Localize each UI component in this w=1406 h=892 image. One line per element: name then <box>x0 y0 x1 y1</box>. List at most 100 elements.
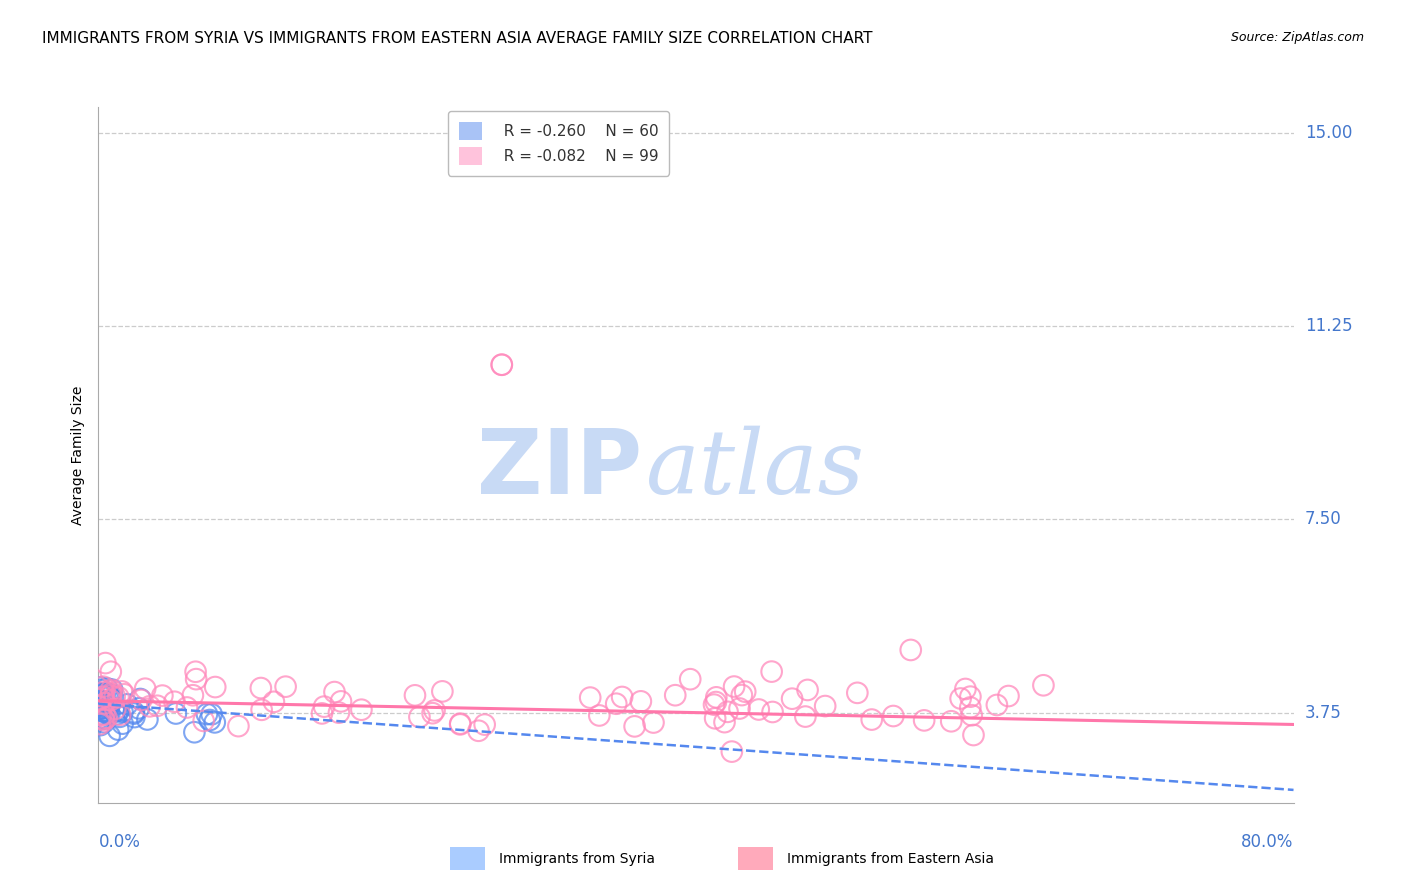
Point <box>955 681 977 696</box>
Point <box>90 708 112 723</box>
Point <box>89 697 111 711</box>
Point <box>94 695 117 709</box>
Point <box>97 706 120 721</box>
Point <box>89 681 111 695</box>
Point <box>328 706 350 720</box>
Text: atlas: atlas <box>645 425 865 512</box>
Point <box>90 702 112 716</box>
Point <box>93 712 115 726</box>
Point <box>89 694 111 708</box>
Point <box>721 745 744 759</box>
Point <box>90 687 112 701</box>
Text: 80.0%: 80.0% <box>1241 833 1294 851</box>
Point <box>94 656 117 670</box>
Point <box>89 682 111 697</box>
Point <box>112 687 135 701</box>
Point <box>228 719 250 733</box>
Point <box>96 701 118 715</box>
Point <box>605 697 627 711</box>
Point <box>108 707 131 722</box>
Point <box>93 685 115 699</box>
Point <box>96 711 118 725</box>
Point <box>98 690 121 704</box>
Point <box>204 680 226 694</box>
Point <box>432 684 454 698</box>
Point <box>111 716 134 731</box>
Point <box>794 709 817 723</box>
Point <box>165 706 187 721</box>
Point <box>129 692 152 706</box>
Text: 15.00: 15.00 <box>1305 124 1353 142</box>
Point <box>128 701 150 715</box>
Text: IMMIGRANTS FROM SYRIA VS IMMIGRANTS FROM EASTERN ASIA AVERAGE FAMILY SIZE CORREL: IMMIGRANTS FROM SYRIA VS IMMIGRANTS FROM… <box>42 31 873 46</box>
Point <box>588 708 610 723</box>
Point <box>704 711 727 725</box>
Point <box>93 687 115 701</box>
Text: Immigrants from Syria: Immigrants from Syria <box>499 852 655 865</box>
Point <box>449 716 471 731</box>
Point <box>91 690 114 704</box>
Point <box>449 717 471 731</box>
Point <box>90 702 112 716</box>
Point <box>101 682 124 697</box>
Point <box>98 687 121 701</box>
Point <box>105 707 128 722</box>
Point <box>959 700 981 714</box>
Point <box>962 728 984 742</box>
Point <box>94 705 117 719</box>
Point <box>115 698 138 712</box>
Point <box>423 703 446 717</box>
Point <box>93 707 115 722</box>
Point <box>150 689 173 703</box>
Point <box>716 705 738 719</box>
Point <box>98 729 121 743</box>
Point <box>193 714 215 728</box>
Point <box>96 681 118 696</box>
Point <box>579 690 602 705</box>
Point <box>860 713 883 727</box>
Point <box>997 689 1019 703</box>
Point <box>703 698 725 712</box>
Point <box>89 688 111 702</box>
Text: 11.25: 11.25 <box>1305 317 1353 335</box>
Point <box>89 707 111 722</box>
Point <box>163 695 186 709</box>
Point <box>780 691 803 706</box>
Point <box>422 706 444 721</box>
Point <box>183 725 205 739</box>
Point <box>491 358 513 372</box>
Point <box>98 706 121 721</box>
Point <box>136 713 159 727</box>
Text: Immigrants from Eastern Asia: Immigrants from Eastern Asia <box>787 852 994 865</box>
Legend:   R = -0.260    N = 60,   R = -0.082    N = 99: R = -0.260 N = 60, R = -0.082 N = 99 <box>449 112 669 176</box>
Point <box>263 695 285 709</box>
Point <box>129 693 152 707</box>
Point <box>748 702 770 716</box>
Point <box>250 703 273 717</box>
Point <box>491 358 513 372</box>
Point <box>89 692 111 706</box>
Point <box>101 692 124 706</box>
Point <box>98 699 121 714</box>
Point <box>89 694 111 708</box>
Text: ZIP: ZIP <box>477 425 643 513</box>
Y-axis label: Average Family Size: Average Family Size <box>70 385 84 524</box>
Point <box>90 694 112 708</box>
Point <box>796 682 818 697</box>
Point <box>986 698 1008 712</box>
Point <box>900 643 922 657</box>
Point <box>103 705 125 719</box>
Point <box>111 684 134 698</box>
Point <box>124 710 146 724</box>
Point <box>100 665 122 679</box>
Text: Source: ZipAtlas.com: Source: ZipAtlas.com <box>1230 31 1364 45</box>
Point <box>89 717 111 731</box>
Point <box>91 699 114 714</box>
Text: 0.0%: 0.0% <box>98 833 141 851</box>
Point <box>90 694 112 708</box>
Point <box>91 704 114 718</box>
Point <box>323 685 346 699</box>
Point <box>93 715 115 730</box>
Point <box>89 686 111 700</box>
Point <box>404 689 426 703</box>
